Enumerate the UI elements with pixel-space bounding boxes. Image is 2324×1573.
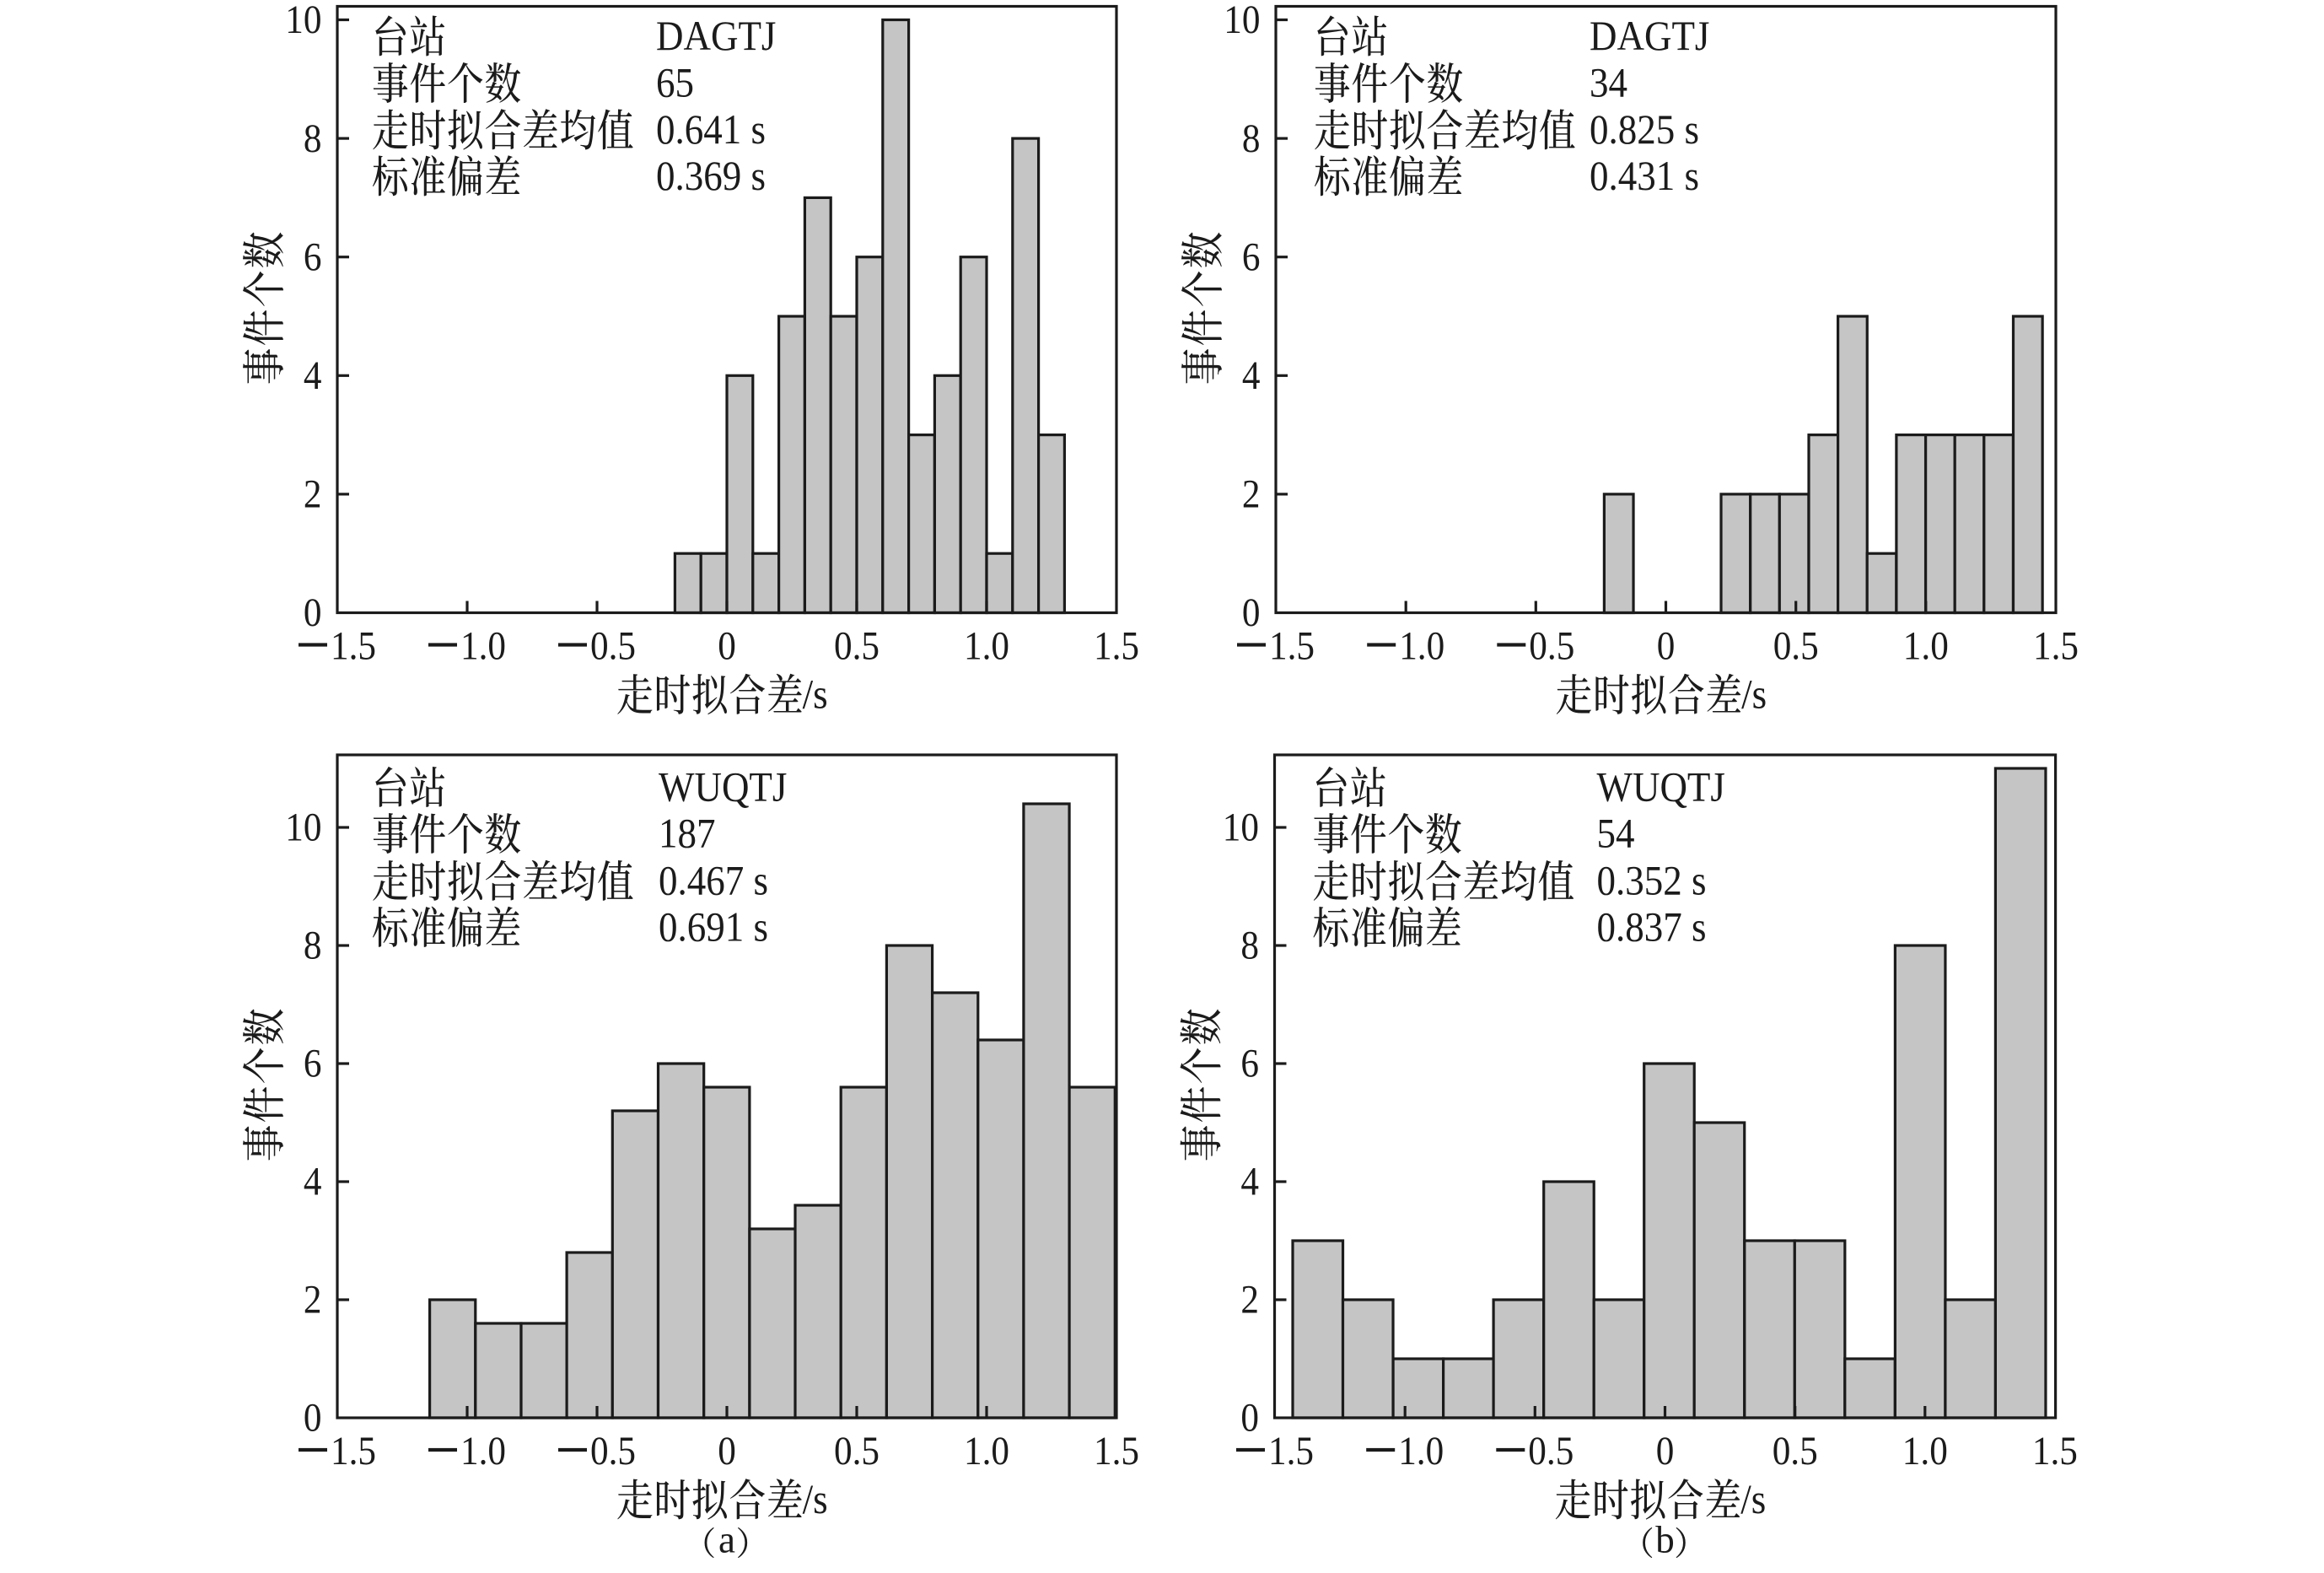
svg-text:WUQTJ: WUQTJ: [1597, 764, 1725, 811]
svg-text:34: 34: [1590, 60, 1627, 106]
svg-text:0.352 s: 0.352 s: [1597, 858, 1707, 904]
svg-text:b: b: [1655, 1519, 1675, 1561]
svg-text:1.5: 1.5: [2033, 623, 2079, 669]
svg-text:1.5: 1.5: [2032, 1428, 2078, 1473]
svg-text:WUQTJ: WUQTJ: [659, 764, 787, 811]
svg-text:1.0: 1.0: [460, 623, 506, 669]
svg-text:/s: /s: [1741, 671, 1767, 718]
svg-text:0.5: 0.5: [834, 1428, 880, 1473]
svg-text:0.467 s: 0.467 s: [659, 858, 768, 904]
svg-text:0: 0: [1656, 1428, 1675, 1473]
svg-text:0.691 s: 0.691 s: [659, 904, 768, 951]
svg-text:10: 10: [1223, 805, 1259, 850]
svg-text:0.431 s: 0.431 s: [1590, 154, 1699, 200]
svg-text:187: 187: [659, 811, 715, 857]
svg-text:0.5: 0.5: [590, 623, 636, 669]
svg-text:4: 4: [304, 1159, 322, 1204]
svg-text:1.0: 1.0: [964, 623, 1009, 669]
svg-text:1.0: 1.0: [1398, 1428, 1444, 1473]
svg-text:1.5: 1.5: [1094, 623, 1139, 669]
svg-text:6: 6: [304, 234, 322, 279]
svg-text:1.0: 1.0: [460, 1428, 506, 1473]
svg-text:0: 0: [718, 623, 736, 669]
svg-text:1.0: 1.0: [964, 1428, 1009, 1473]
svg-text:0.5: 0.5: [1773, 1428, 1818, 1473]
svg-text:0.5: 0.5: [834, 623, 880, 669]
svg-text:/s: /s: [803, 671, 828, 718]
svg-text:4: 4: [1242, 353, 1261, 398]
svg-text:8: 8: [1240, 923, 1259, 968]
svg-text:6: 6: [304, 1041, 322, 1086]
svg-text:0: 0: [1657, 623, 1676, 669]
svg-text:0: 0: [304, 1395, 322, 1441]
svg-text:0: 0: [718, 1428, 736, 1473]
svg-text:10: 10: [285, 805, 321, 850]
svg-text:DAGTJ: DAGTJ: [656, 13, 776, 60]
svg-text:/s: /s: [803, 1477, 828, 1523]
svg-text:4: 4: [1240, 1159, 1259, 1204]
svg-text:1.5: 1.5: [331, 623, 376, 669]
svg-text:8: 8: [1242, 116, 1261, 161]
svg-text:10: 10: [1224, 0, 1260, 42]
svg-text:1.5: 1.5: [1268, 1428, 1314, 1473]
svg-text:1.0: 1.0: [1399, 623, 1444, 669]
svg-text:10: 10: [285, 0, 321, 42]
svg-text:6: 6: [1240, 1041, 1259, 1086]
svg-text:a: a: [718, 1519, 735, 1561]
svg-text:6: 6: [1242, 234, 1261, 279]
svg-text:65: 65: [656, 60, 694, 106]
svg-text:54: 54: [1597, 811, 1635, 857]
svg-text:2: 2: [304, 1277, 322, 1323]
svg-text:2: 2: [1242, 471, 1261, 517]
svg-text:2: 2: [1240, 1277, 1259, 1323]
svg-text:1.0: 1.0: [1902, 1428, 1948, 1473]
svg-text:4: 4: [304, 353, 322, 398]
svg-text:DAGTJ: DAGTJ: [1590, 13, 1709, 60]
svg-text:1.5: 1.5: [1094, 1428, 1139, 1473]
svg-text:0: 0: [1240, 1395, 1259, 1441]
svg-text:0.369 s: 0.369 s: [656, 154, 766, 200]
svg-text:0.5: 0.5: [1528, 1428, 1574, 1473]
svg-text:/s: /s: [1740, 1477, 1766, 1523]
svg-text:0.825 s: 0.825 s: [1590, 107, 1699, 154]
svg-text:1.5: 1.5: [1269, 623, 1315, 669]
svg-text:0: 0: [304, 590, 322, 635]
svg-text:2: 2: [304, 471, 322, 517]
svg-text:0: 0: [1242, 590, 1261, 635]
svg-text:0.641 s: 0.641 s: [656, 107, 766, 154]
svg-text:8: 8: [304, 923, 322, 968]
svg-text:1.0: 1.0: [1903, 623, 1949, 669]
svg-text:8: 8: [304, 116, 322, 161]
svg-text:0.5: 0.5: [1773, 623, 1819, 669]
svg-text:1.5: 1.5: [331, 1428, 376, 1473]
svg-text:0.5: 0.5: [590, 1428, 636, 1473]
svg-text:0.5: 0.5: [1529, 623, 1574, 669]
svg-text:0.837 s: 0.837 s: [1597, 904, 1707, 951]
